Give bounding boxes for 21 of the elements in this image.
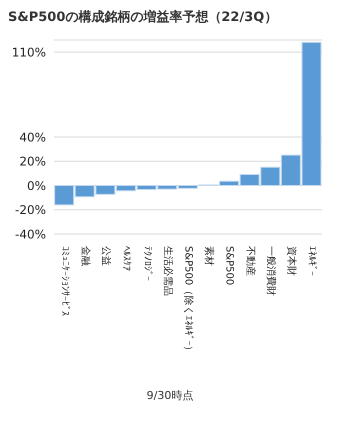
x-tick-label: S&P500 [224, 246, 235, 286]
y-tick-label: 20% [19, 154, 46, 169]
y-tick-label: 40% [19, 130, 46, 144]
y-tick-label: 110% [12, 45, 46, 60]
x-tick-label: 公益 [100, 246, 112, 266]
x-tick-label: ﾍﾙｽｹｱ [120, 246, 132, 271]
y-tick-label: -40% [14, 227, 46, 242]
x-tick-label: 金融 [79, 246, 92, 266]
text: 9/30時点 [146, 388, 194, 403]
x-tick-label: ｺﾐｭﾆｹｰｼｮﾝｻｰﾋﾞｽ [58, 246, 71, 316]
x-tick-label: 不動産 [244, 246, 256, 276]
x-tick-label: 資本財 [286, 246, 298, 276]
x-tick-label: 一般消費財 [264, 246, 277, 296]
x-tick-label: S&P500（除くｴﾈﾙｷﾞｰ） [182, 246, 194, 356]
x-tick-label: 生活必需品 [162, 246, 174, 296]
y-tick-label: 0% [26, 178, 46, 193]
y-tick-label: -20% [14, 203, 46, 218]
x-tick-label: 素材 [203, 246, 216, 266]
x-tick-label: ｴﾈﾙｷﾞｰ [306, 246, 318, 276]
chart-title: S&P500の構成銘柄の増益率予想（22/3Q） [8, 8, 278, 26]
x-tick-label: ﾃｸﾉﾛｼﾞｰ [141, 246, 154, 281]
